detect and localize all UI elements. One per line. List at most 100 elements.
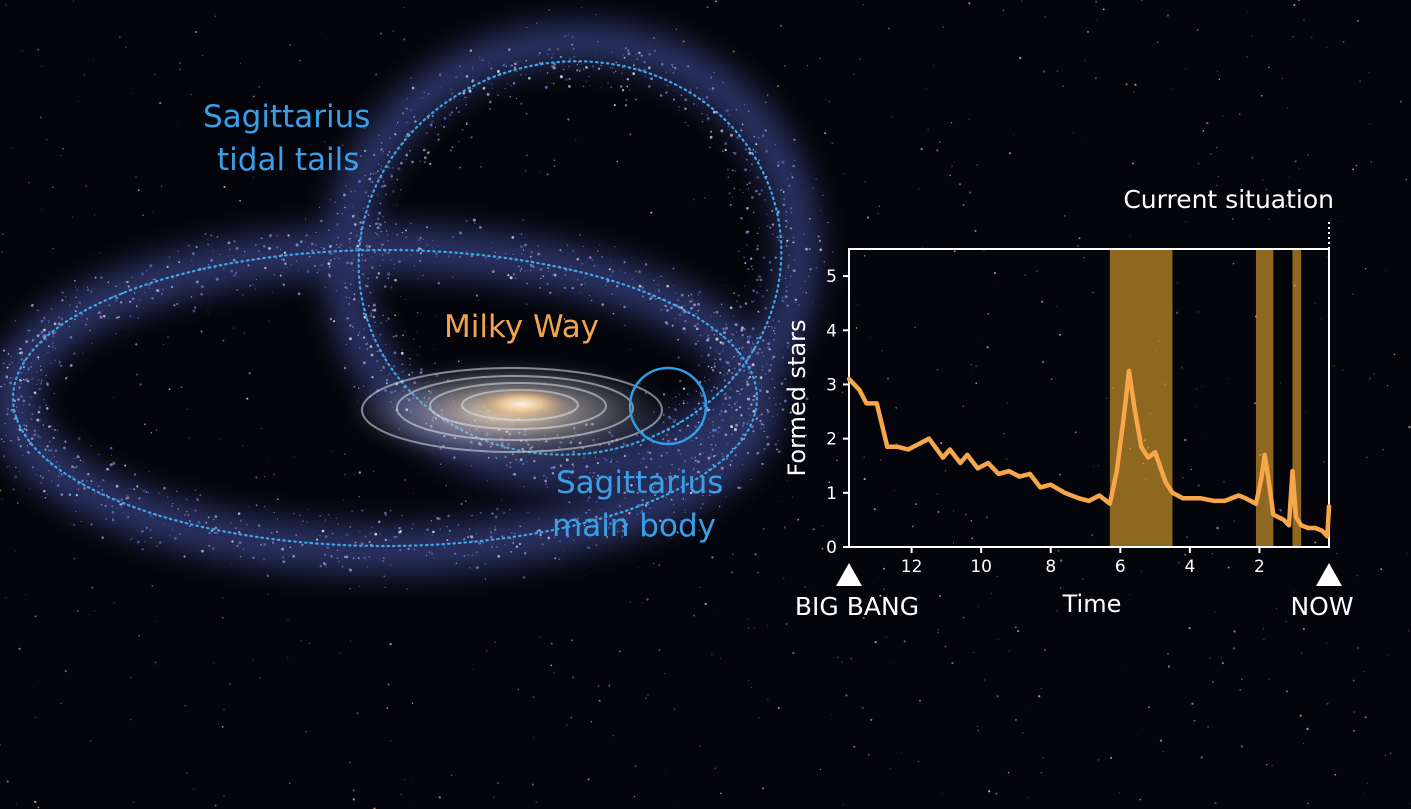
stream-star — [725, 360, 727, 362]
stream-star — [422, 238, 425, 241]
background-star — [1083, 771, 1085, 772]
stream-star — [405, 229, 408, 232]
stream-star — [426, 151, 430, 155]
stream-star — [697, 421, 700, 424]
stream-star — [87, 472, 90, 476]
stream-star — [400, 296, 402, 298]
stream-star — [170, 505, 173, 508]
now-label: NOW — [1290, 592, 1353, 621]
background-star — [862, 584, 864, 586]
stream-star — [647, 85, 651, 88]
stream-star — [397, 167, 401, 171]
stream-star — [23, 378, 25, 381]
stream-star — [59, 325, 62, 328]
background-star — [1380, 568, 1383, 571]
background-star — [34, 615, 37, 618]
stream-star — [731, 358, 733, 360]
background-star — [1167, 665, 1171, 668]
background-star — [1254, 590, 1256, 591]
stream-star — [40, 330, 44, 334]
background-star — [993, 271, 997, 275]
stream-star — [398, 530, 402, 534]
stream-star — [399, 188, 402, 191]
background-star — [1042, 757, 1044, 759]
stream-star — [446, 525, 448, 528]
stream-star — [634, 53, 637, 55]
background-star — [18, 647, 21, 650]
stream-star — [465, 96, 468, 98]
stream-star — [573, 465, 575, 467]
stream-star — [764, 426, 766, 429]
background-star — [99, 252, 101, 254]
background-star — [1202, 129, 1205, 132]
stream-star — [726, 372, 729, 375]
background-star — [254, 288, 257, 290]
stream-star — [709, 431, 712, 434]
stream-star — [747, 110, 750, 112]
background-star — [862, 706, 865, 709]
stream-star — [3, 383, 6, 386]
stream-star — [547, 271, 549, 272]
stream-star — [407, 547, 410, 551]
background-star — [612, 734, 615, 737]
stream-star — [767, 410, 770, 413]
background-star — [600, 86, 602, 88]
stream-star — [316, 271, 319, 274]
background-star — [178, 61, 181, 65]
stream-star — [227, 241, 231, 245]
background-star — [1253, 402, 1257, 405]
background-star — [763, 528, 765, 530]
stream-star — [283, 251, 287, 254]
stream-star — [755, 291, 759, 294]
background-star — [1197, 484, 1200, 487]
background-star — [299, 59, 301, 62]
stream-star — [704, 380, 706, 383]
stream-star — [41, 476, 45, 480]
stream-star — [733, 292, 735, 294]
stream-star — [207, 243, 210, 246]
stream-star — [601, 508, 603, 510]
stream-star — [227, 255, 229, 257]
background-star — [1281, 196, 1284, 199]
background-star — [294, 456, 296, 457]
background-star — [853, 745, 856, 748]
stream-star — [601, 303, 605, 306]
stream-star — [216, 532, 218, 534]
stream-star — [690, 456, 693, 460]
stream-star — [262, 244, 266, 248]
stream-star — [361, 273, 365, 276]
stream-star — [789, 227, 793, 230]
background-star — [255, 476, 258, 479]
background-star — [1008, 650, 1010, 652]
stream-star — [405, 97, 409, 100]
background-star — [901, 752, 902, 753]
stream-star — [705, 96, 709, 99]
stream-star — [531, 265, 535, 269]
stream-star — [440, 87, 441, 89]
stream-star — [389, 510, 392, 512]
stream-star — [744, 285, 746, 287]
background-star — [1233, 630, 1236, 633]
stream-star — [370, 353, 374, 357]
background-star — [821, 547, 824, 550]
stream-star — [458, 111, 460, 113]
stream-star — [359, 347, 361, 349]
stream-star — [754, 375, 757, 378]
stream-star — [126, 494, 129, 498]
stream-star — [719, 371, 722, 374]
stream-star — [737, 355, 739, 357]
stream-star — [781, 160, 785, 164]
stream-star — [784, 428, 787, 431]
stream-star — [488, 100, 492, 104]
background-star — [1041, 300, 1044, 303]
background-star — [757, 571, 759, 574]
stream-star — [550, 466, 553, 470]
background-star — [77, 609, 79, 611]
background-star — [804, 434, 807, 437]
background-star — [480, 166, 482, 168]
stream-star — [208, 545, 210, 547]
stream-star — [743, 256, 746, 259]
background-star — [853, 73, 855, 75]
stream-star — [135, 305, 138, 308]
background-star — [914, 137, 916, 139]
